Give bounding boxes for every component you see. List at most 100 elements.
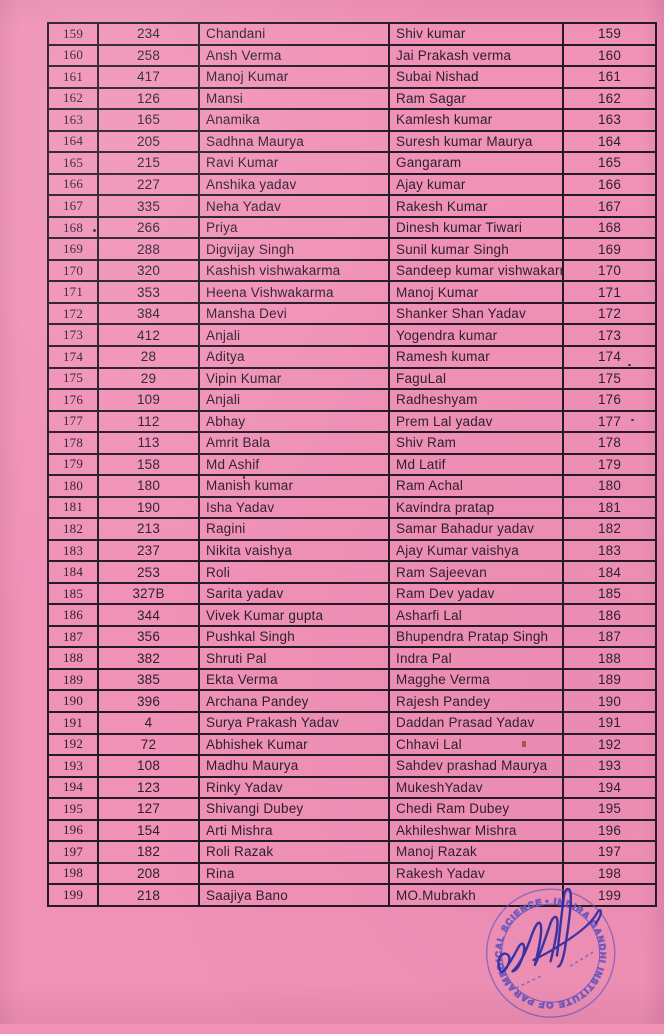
cell-serial-number: 163 [49, 110, 99, 130]
cell-father-name: Indra Pal [390, 648, 564, 668]
cell-serial-number-repeat: 199 [597, 887, 622, 903]
table-row: 184 253 Roli Ram Sajeevan 184 [49, 562, 655, 584]
cell-candidate-name: Rina [200, 863, 390, 884]
cell-roll-number: 190 [99, 497, 200, 518]
table-row: 160 258 Ansh Verma Jai Prakash verma 160 [49, 45, 655, 68]
cell-father-name: Ram Achal [390, 476, 564, 496]
table-row: 186 344 Vivek Kumar gupta Asharfi Lal 186 [49, 605, 655, 627]
table-row: 178 113 Amrit Bala Shiv Ram 178 [49, 433, 655, 455]
cell-candidate-name: Abhay [200, 411, 390, 432]
cell-roll-number: 266 [99, 217, 200, 238]
scan-speck [628, 364, 631, 366]
cell-serial-number: 165 [49, 153, 99, 173]
cell-roll-number: 208 [99, 863, 200, 884]
cell-candidate-name: Anshika yadav [200, 174, 390, 195]
cell-serial-number: 193 [49, 756, 99, 776]
cell-serial-number-repeat: 188 [597, 650, 622, 666]
cell-serial-number-repeat: 161 [597, 69, 622, 85]
cell-serial-number: 161 [49, 67, 99, 87]
cell-father-name: Kavindra pratap [390, 497, 564, 518]
cell-serial-number-repeat: 195 [597, 801, 622, 817]
cell-serial-number: 192 [49, 734, 99, 755]
cell-roll-number: 72 [99, 734, 200, 755]
cell-serial-number: 160 [49, 45, 99, 66]
cell-serial-number-repeat: 184 [597, 564, 622, 580]
cell-roll-number: 123 [99, 777, 200, 798]
table-row: 161 417 Manoj Kumar Subai Nishad 161 [49, 67, 655, 89]
table-row: 197 182 Roli Razak Manoj Razak 197 [49, 842, 655, 864]
cell-roll-number: 108 [99, 756, 200, 776]
cell-roll-number: 213 [99, 519, 200, 539]
cell-candidate-name: Mansi [200, 88, 390, 109]
cell-serial-number: 162 [49, 88, 99, 109]
cell-serial-number: 196 [49, 820, 99, 841]
cell-serial-number-repeat: 171 [597, 284, 622, 300]
cell-father-name: Subai Nishad [390, 67, 564, 87]
cell-roll-number: 384 [99, 303, 200, 324]
cell-serial-number: 178 [49, 433, 99, 453]
cell-serial-number-repeat: 179 [597, 456, 622, 472]
table-row: 174 28 Aditya Ramesh kumar 174 [49, 346, 655, 369]
cell-roll-number: 126 [99, 88, 200, 109]
cell-father-name: Shiv Ram [390, 433, 564, 453]
table-row: 170 320 Kashish vishwakarma Sandeep kumar v… [49, 260, 655, 283]
cell-candidate-name: Mansha Devi [200, 303, 390, 324]
cell-serial-number: 183 [49, 540, 99, 561]
cell-roll-number: 344 [99, 605, 200, 625]
cell-serial-number: 172 [49, 303, 99, 324]
table-row: 169 288 Digvijay Singh Sunil kumar Singh 169 [49, 239, 655, 261]
cell-father-name: Rakesh Kumar [390, 196, 564, 216]
cell-serial-number-repeat: 181 [597, 499, 622, 515]
cell-father-name: Akhileshwar Mishra [390, 820, 564, 841]
cell-roll-number: 288 [99, 239, 200, 259]
cell-roll-number: 356 [99, 626, 200, 647]
cell-roll-number: 180 [99, 476, 200, 496]
table-row: 167 335 Neha Yadav Rakesh Kumar 167 [49, 196, 655, 218]
table-row: 182 213 Ragini Samar Bahadur yadav 182 [49, 519, 655, 541]
cell-serial-number-repeat: 163 [597, 112, 622, 128]
cell-father-name: Yogendra kumar [390, 325, 564, 345]
cell-serial-number: 179 [49, 454, 99, 475]
cell-serial-number-repeat: 169 [597, 241, 622, 257]
cell-father-name: Prem Lal yadav [390, 411, 564, 432]
cell-serial-number: 197 [49, 842, 99, 862]
cell-father-name: Chhavi Lal [390, 734, 564, 755]
cell-roll-number: 109 [99, 390, 200, 410]
cell-serial-number-repeat: 166 [597, 176, 622, 192]
cell-serial-number: 198 [49, 863, 99, 884]
cell-candidate-name: Roli Razak [200, 842, 390, 862]
table-row: 193 108 Madhu Maurya Sahdev prashad Maurya 1… [49, 756, 655, 778]
cell-serial-number-repeat: 165 [597, 155, 622, 171]
cell-serial-number-repeat: 197 [597, 844, 622, 860]
cell-father-name: Radheshyam [390, 390, 564, 410]
table-row: 179 158 Md Ashif Md Latif 179 [49, 454, 655, 477]
cell-father-name: Shanker Shan Yadav [390, 303, 564, 324]
cell-roll-number: 382 [99, 648, 200, 668]
table-row: 192 72 Abhishek Kumar Chhavi Lal 192 [49, 734, 655, 757]
cell-roll-number: 28 [99, 346, 200, 367]
cell-father-name: Sunil kumar Singh [390, 239, 564, 259]
cell-roll-number: 215 [99, 153, 200, 173]
cell-father-name: Chedi Ram Dubey [390, 799, 564, 819]
cell-serial-number-repeat: 172 [597, 306, 622, 322]
cell-roll-number: 327B [99, 583, 200, 604]
cell-serial-number-repeat: 182 [597, 521, 622, 537]
cell-candidate-name: Heena Vishwakarma [200, 282, 390, 302]
cell-roll-number: 127 [99, 799, 200, 819]
cell-serial-number-repeat: 164 [597, 133, 622, 149]
cell-roll-number: 29 [99, 368, 200, 389]
cell-roll-number: 258 [99, 45, 200, 66]
table-row: 173 412 Anjali Yogendra kumar 173 [49, 325, 655, 347]
cell-serial-number: 188 [49, 648, 99, 668]
cell-serial-number: 186 [49, 605, 99, 625]
cell-candidate-name: Rinky Yadav [200, 777, 390, 798]
cell-serial-number-repeat: 177 [597, 413, 622, 429]
cell-father-name: Rakesh Yadav [390, 863, 564, 884]
cell-roll-number: 158 [99, 454, 200, 475]
cell-candidate-name: Saajiya Bano [200, 885, 390, 905]
table-row: 166 227 Anshika yadav Ajay kumar 166 [49, 174, 655, 197]
cell-father-name: Jai Prakash verma [390, 45, 564, 66]
table-row: 196 154 Arti Mishra Akhileshwar Mishra 196 [49, 820, 655, 843]
cell-serial-number: 166 [49, 174, 99, 195]
